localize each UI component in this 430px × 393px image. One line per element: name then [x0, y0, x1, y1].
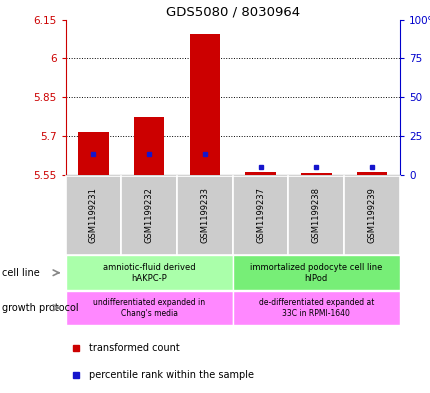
Text: GSM1199239: GSM1199239 — [367, 187, 376, 243]
Bar — [232, 255, 399, 290]
Text: percentile rank within the sample: percentile rank within the sample — [89, 370, 253, 380]
Bar — [133, 117, 164, 175]
Bar — [65, 291, 232, 325]
Text: GSM1199231: GSM1199231 — [89, 187, 98, 243]
Text: immortalized podocyte cell line
hIPod: immortalized podocyte cell line hIPod — [249, 263, 382, 283]
Bar — [356, 172, 387, 175]
Bar — [344, 176, 399, 255]
Bar — [78, 132, 108, 175]
Bar — [65, 176, 121, 255]
Bar — [288, 176, 344, 255]
Bar — [300, 173, 331, 175]
Text: GSM1199237: GSM1199237 — [255, 187, 264, 243]
Text: de-differentiated expanded at
33C in RPMI-1640: de-differentiated expanded at 33C in RPM… — [258, 298, 373, 318]
Text: undifferentiated expanded in
Chang's media: undifferentiated expanded in Chang's med… — [93, 298, 205, 318]
Bar — [65, 255, 232, 290]
Text: transformed count: transformed count — [89, 343, 179, 353]
Title: GDS5080 / 8030964: GDS5080 / 8030964 — [165, 6, 299, 18]
Bar — [232, 291, 399, 325]
Bar — [245, 172, 275, 175]
Text: GSM1199238: GSM1199238 — [311, 187, 320, 243]
Bar — [121, 176, 177, 255]
Text: cell line: cell line — [2, 268, 40, 278]
Text: growth protocol: growth protocol — [2, 303, 79, 313]
Text: amniotic-fluid derived
hAKPC-P: amniotic-fluid derived hAKPC-P — [103, 263, 195, 283]
Text: GSM1199233: GSM1199233 — [200, 187, 209, 243]
Bar — [232, 176, 288, 255]
Bar — [177, 176, 232, 255]
Text: GSM1199232: GSM1199232 — [144, 187, 153, 243]
Bar — [189, 34, 220, 175]
